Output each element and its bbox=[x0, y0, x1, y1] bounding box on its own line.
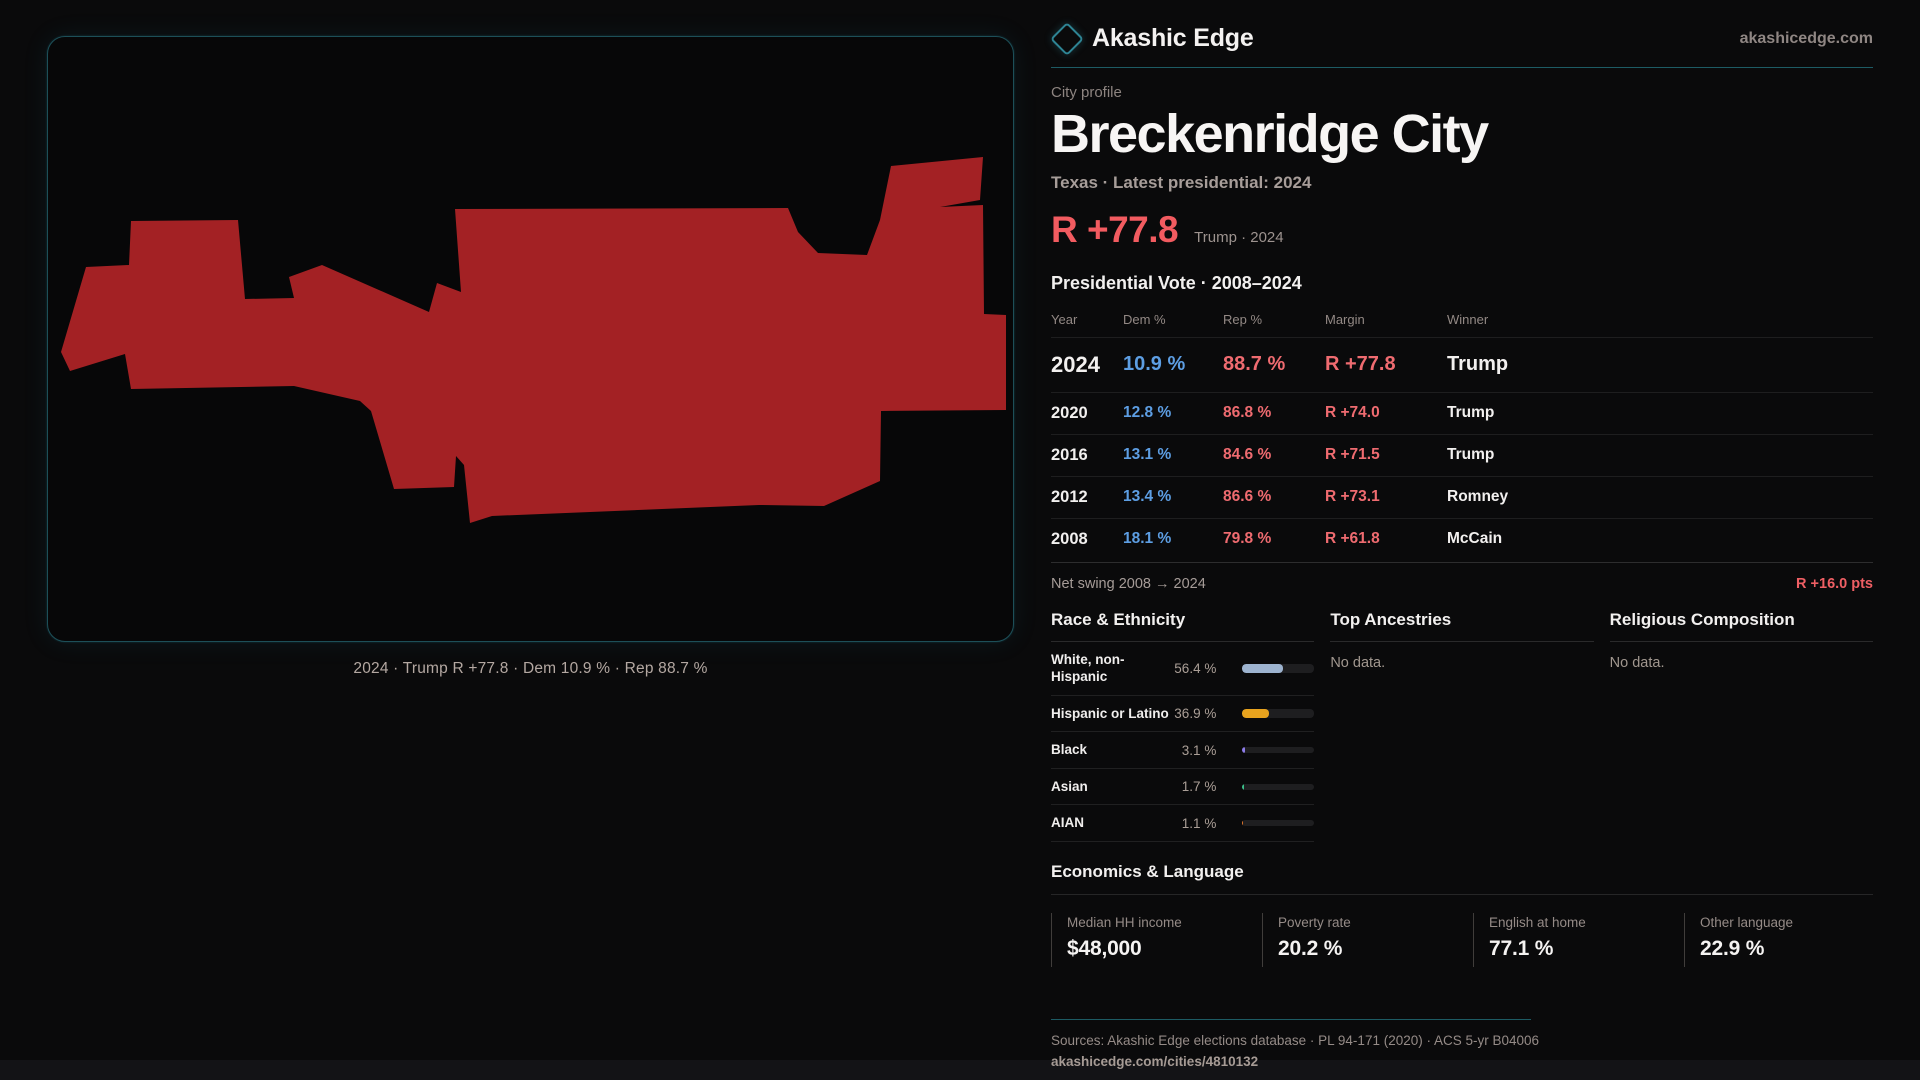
race-rows: White, non-Hispanic 56.4 % Hispanic or L… bbox=[1051, 642, 1315, 842]
demographics-section: Race & Ethnicity White, non-Hispanic 56.… bbox=[1051, 610, 1873, 842]
brand-name: Akashic Edge bbox=[1092, 24, 1254, 52]
kicker: City profile bbox=[1051, 84, 1122, 101]
race-row: Asian 1.7 % bbox=[1051, 769, 1315, 806]
stat-card: Median HH income $48,000 bbox=[1051, 912, 1240, 967]
divider bbox=[1051, 893, 1873, 895]
race-bar bbox=[1242, 709, 1315, 719]
subtitle: Texas · Latest presidential: 2024 bbox=[1051, 172, 1312, 192]
vote-table-header: Year Dem % Rep % Margin Winner bbox=[1051, 306, 1873, 338]
headline-context: Trump · 2024 bbox=[1194, 228, 1284, 246]
race-bar bbox=[1242, 663, 1315, 673]
race-row: White, non-Hispanic 56.4 % bbox=[1051, 642, 1315, 696]
vote-table-body: 2024 10.9 % 88.7 % R +77.8 Trump 2020 12… bbox=[1051, 338, 1873, 560]
economics-stats: Median HH income $48,000 Poverty rate 20… bbox=[1051, 912, 1873, 967]
race-row: AIAN 1.1 % bbox=[1051, 805, 1315, 842]
city-map bbox=[61, 157, 1006, 523]
stat-card: English at home 77.1 % bbox=[1473, 912, 1662, 967]
religion-title: Religious Composition bbox=[1609, 609, 1795, 629]
vote-table-row: 2012 13.4 % 86.6 % R +73.1 Romney bbox=[1051, 477, 1873, 519]
map-caption: 2024 · Trump R +77.8 · Dem 10.9 % · Rep … bbox=[353, 660, 708, 677]
race-column: Race & Ethnicity White, non-Hispanic 56.… bbox=[1051, 609, 1315, 842]
religion-empty: No data. bbox=[1609, 654, 1665, 671]
ancestries-empty: No data. bbox=[1330, 654, 1386, 671]
religion-column: Religious Composition No data. bbox=[1609, 609, 1873, 842]
economics-title: Economics & Language bbox=[1051, 861, 1244, 881]
diamond-logo-icon bbox=[1050, 21, 1084, 56]
headline: R +77.8 Trump · 2024 bbox=[1051, 209, 1873, 251]
vote-table-title: Presidential Vote · 2008–2024 bbox=[1051, 272, 1302, 293]
vote-table-row: 2024 10.9 % 88.7 % R +77.8 Trump bbox=[1051, 338, 1873, 393]
bottom-strip bbox=[0, 1060, 1920, 1080]
header: Akashic Edge akashicedge.com bbox=[1050, 21, 1873, 68]
permalink-url[interactable]: akashicedge.com/cities/4810132 bbox=[1051, 1053, 1259, 1069]
race-bar-fill bbox=[1242, 709, 1269, 719]
col-margin: Margin bbox=[1325, 311, 1365, 327]
race-row: Hispanic or Latino 36.9 % bbox=[1051, 696, 1315, 733]
domain-link[interactable]: akashicedge.com bbox=[1739, 29, 1873, 47]
vote-table-row: 2016 13.1 % 84.6 % R +71.5 Trump bbox=[1051, 435, 1873, 477]
footer: Sources: Akashic Edge elections database… bbox=[1051, 1018, 1873, 1069]
race-bar-fill bbox=[1242, 783, 1244, 790]
stat-card: Other language 22.9 % bbox=[1684, 912, 1873, 967]
race-bar-fill bbox=[1242, 663, 1283, 673]
col-year: Year bbox=[1051, 311, 1078, 327]
race-bar bbox=[1242, 783, 1315, 790]
race-bar bbox=[1242, 747, 1315, 754]
net-swing-value: R +16.0 pts bbox=[1796, 575, 1873, 592]
col-rep: Rep % bbox=[1223, 311, 1263, 327]
race-row: Black 3.1 % bbox=[1051, 732, 1315, 769]
vote-table: Year Dem % Rep % Margin Winner 2024 10.9… bbox=[1051, 306, 1873, 560]
page-title: Breckenridge City bbox=[1051, 104, 1489, 164]
headline-margin: R +77.8 bbox=[1051, 208, 1179, 250]
divider bbox=[1330, 640, 1594, 642]
vote-table-row: 2008 18.1 % 79.8 % R +61.8 McCain bbox=[1051, 529, 1503, 548]
ancestries-title: Top Ancestries bbox=[1330, 609, 1452, 629]
col-dem: Dem % bbox=[1123, 311, 1166, 327]
map-panel bbox=[47, 36, 1014, 642]
net-swing-row: Net swing 2008 → 2024 R +16.0 pts bbox=[1051, 561, 1873, 602]
sources-text: Sources: Akashic Edge elections database… bbox=[1051, 1032, 1540, 1048]
stat-card: Poverty rate 20.2 % bbox=[1262, 912, 1451, 967]
net-swing-label: Net swing 2008 → 2024 bbox=[1051, 575, 1206, 592]
divider bbox=[1051, 640, 1315, 642]
vote-table-row: 2020 12.8 % 86.8 % R +74.0 Trump bbox=[1051, 393, 1873, 435]
race-title: Race & Ethnicity bbox=[1051, 609, 1186, 629]
brand: Akashic Edge bbox=[1050, 21, 1254, 56]
col-winner: Winner bbox=[1447, 311, 1489, 327]
divider bbox=[1051, 1018, 1531, 1020]
race-bar bbox=[1242, 820, 1315, 827]
city-boundary-shape bbox=[61, 157, 1006, 523]
profile-column: Akashic Edge akashicedge.com City profil… bbox=[1050, 21, 1873, 1069]
divider bbox=[1609, 640, 1873, 642]
race-bar-fill bbox=[1242, 747, 1245, 754]
race-bar-fill bbox=[1242, 820, 1244, 827]
ancestries-column: Top Ancestries No data. bbox=[1330, 609, 1594, 842]
